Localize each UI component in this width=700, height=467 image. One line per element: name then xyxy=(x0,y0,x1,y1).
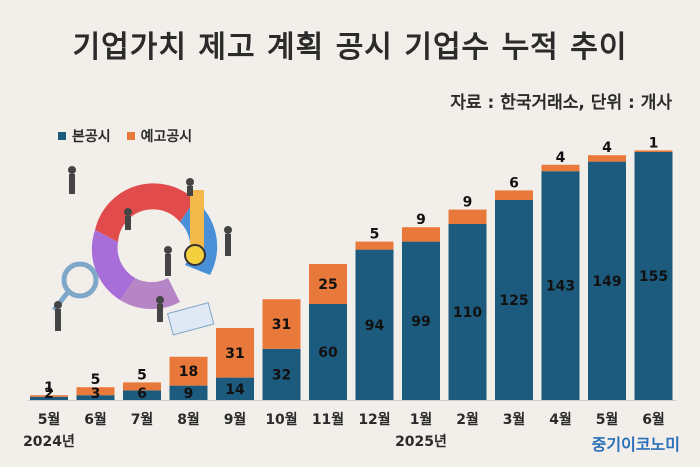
bar-preliminary-0 xyxy=(30,395,68,397)
bar-main-1 xyxy=(76,395,115,400)
bar-preliminary-8 xyxy=(402,227,440,242)
bar-preliminary-5 xyxy=(262,299,301,349)
bar-main-2 xyxy=(123,390,161,400)
data-label-main-0: 2 xyxy=(44,386,54,402)
data-label-main-6: 60 xyxy=(318,345,338,361)
data-label-preliminary-10: 6 xyxy=(509,175,519,191)
bar-preliminary-2 xyxy=(123,382,161,391)
x-tick-label-9: 2월 xyxy=(456,411,479,428)
bar-preliminary-6 xyxy=(309,264,347,304)
legend-item-preliminary: 예고공시 xyxy=(126,126,193,146)
data-label-main-7: 94 xyxy=(365,318,385,334)
bar-preliminary-7 xyxy=(355,241,394,250)
legend: 본공시 예고공시 xyxy=(58,126,202,146)
data-label-preliminary-2: 5 xyxy=(137,367,147,383)
data-label-preliminary-9: 9 xyxy=(463,195,473,211)
year-label-0: 2024년 xyxy=(23,434,75,450)
data-label-preliminary-1: 5 xyxy=(91,372,101,388)
chart-title: 기업가치 제고 계획 공시 기업수 누적 추이 xyxy=(72,30,628,65)
x-tick-label-8: 1월 xyxy=(410,411,433,428)
bar-main-8 xyxy=(402,241,440,400)
data-label-main-2: 6 xyxy=(137,386,147,402)
bar-preliminary-4 xyxy=(216,328,254,378)
x-tick-label-5: 10월 xyxy=(265,411,297,428)
data-label-preliminary-13: 1 xyxy=(649,135,659,151)
legend-swatch-preliminary xyxy=(126,132,135,140)
year-label-1: 2025년 xyxy=(395,434,447,450)
bar-main-0 xyxy=(30,396,68,400)
x-tick-label-2: 7월 xyxy=(131,411,154,428)
legend-label-preliminary: 예고공시 xyxy=(140,129,193,145)
data-label-main-1: 3 xyxy=(91,386,101,402)
x-tick-label-1: 6월 xyxy=(84,411,107,428)
business-illustration xyxy=(52,166,232,336)
bar-preliminary-13 xyxy=(634,150,673,152)
bar-main-13 xyxy=(634,152,673,400)
data-label-main-11: 143 xyxy=(546,279,575,295)
data-label-preliminary-4: 31 xyxy=(225,346,244,362)
bar-main-5 xyxy=(262,348,301,400)
x-tick-label-11: 4월 xyxy=(549,411,572,428)
legend-swatch-main xyxy=(58,132,66,140)
data-label-preliminary-12: 4 xyxy=(602,140,612,156)
bar-main-3 xyxy=(169,385,208,400)
x-tick-label-6: 11월 xyxy=(312,411,344,428)
bar-preliminary-9 xyxy=(448,209,487,224)
data-label-main-10: 125 xyxy=(499,293,528,309)
data-label-main-9: 110 xyxy=(453,305,482,321)
x-tick-label-7: 12월 xyxy=(358,411,390,428)
data-label-preliminary-5: 31 xyxy=(272,317,291,333)
data-label-main-3: 9 xyxy=(184,386,194,402)
source-unit-note: 자료 : 한국거래소, 단위 : 개사 xyxy=(450,93,672,113)
bar-main-10 xyxy=(495,200,533,400)
bar-main-7 xyxy=(355,249,394,400)
data-label-preliminary-6: 25 xyxy=(318,277,337,293)
data-label-main-12: 149 xyxy=(592,274,621,290)
bar-main-6 xyxy=(309,304,347,400)
x-tick-label-0: 5월 xyxy=(38,411,61,428)
data-label-main-13: 155 xyxy=(639,269,668,285)
x-tick-label-4: 9월 xyxy=(224,411,247,428)
legend-label-main: 본공시 xyxy=(72,129,111,145)
data-label-main-5: 32 xyxy=(272,367,291,383)
bar-preliminary-3 xyxy=(169,356,208,386)
bar-main-11 xyxy=(541,171,580,400)
data-label-main-4: 14 xyxy=(225,382,245,398)
bar-preliminary-10 xyxy=(495,190,533,200)
data-label-preliminary-11: 4 xyxy=(556,150,566,166)
x-tick-label-13: 6월 xyxy=(642,411,665,428)
bar-main-4 xyxy=(216,377,254,400)
data-label-preliminary-3: 18 xyxy=(179,364,198,380)
data-label-preliminary-0: 1 xyxy=(44,380,54,396)
x-tick-label-12: 5월 xyxy=(596,411,619,428)
x-tick-label-3: 8월 xyxy=(177,411,200,428)
bar-main-12 xyxy=(588,161,626,400)
bar-preliminary-12 xyxy=(588,155,626,162)
data-label-preliminary-7: 5 xyxy=(370,227,380,243)
bar-preliminary-1 xyxy=(76,387,115,396)
data-label-preliminary-8: 9 xyxy=(416,212,426,228)
bar-main-9 xyxy=(448,224,487,400)
data-label-main-8: 99 xyxy=(411,314,430,330)
bar-preliminary-11 xyxy=(541,164,580,172)
x-tick-label-10: 3월 xyxy=(503,411,526,428)
brand-logo: 중기이코노미 xyxy=(591,435,680,454)
legend-item-main: 본공시 xyxy=(58,126,111,146)
